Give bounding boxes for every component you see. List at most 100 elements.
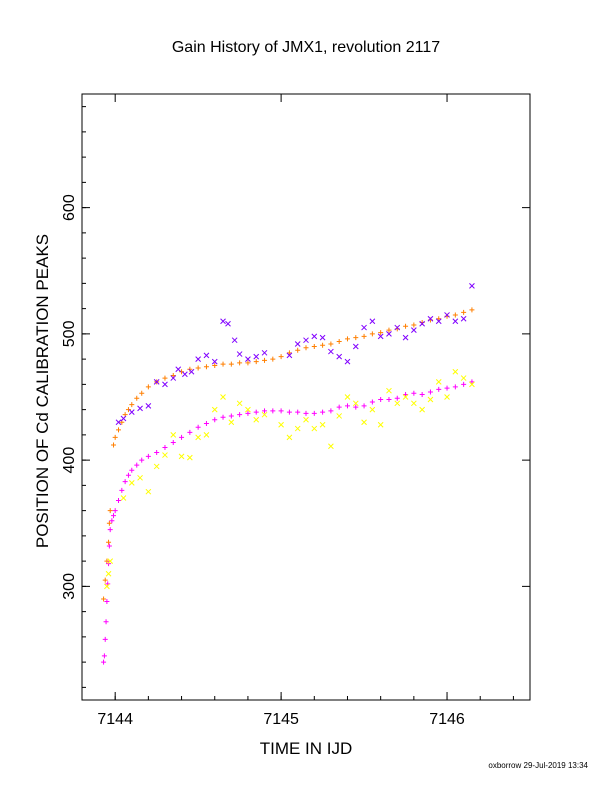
series-2 xyxy=(115,283,475,426)
data-point xyxy=(101,596,107,602)
data-point xyxy=(452,384,458,390)
data-point xyxy=(278,421,284,428)
data-point xyxy=(261,349,268,356)
footer-timestamp: oxborrow 29-Jul-2019 13:34 xyxy=(488,761,588,770)
data-point xyxy=(461,309,467,315)
data-point xyxy=(286,409,292,415)
data-point xyxy=(203,432,210,438)
data-point xyxy=(353,404,359,410)
data-point xyxy=(328,348,334,355)
data-point xyxy=(427,396,434,403)
data-point xyxy=(103,619,109,625)
data-point xyxy=(162,445,168,450)
data-point xyxy=(444,394,450,400)
data-point xyxy=(225,320,231,327)
data-point xyxy=(469,381,475,388)
data-point xyxy=(377,421,384,428)
data-point xyxy=(107,508,113,514)
data-point xyxy=(154,450,160,456)
data-point xyxy=(228,413,234,419)
data-point xyxy=(102,577,108,583)
data-point xyxy=(120,495,127,501)
data-point xyxy=(344,394,351,400)
data-point xyxy=(111,442,117,448)
data-point xyxy=(270,408,276,414)
series-1 xyxy=(101,379,475,665)
data-point xyxy=(253,409,259,415)
data-point xyxy=(104,599,110,605)
data-point xyxy=(245,360,251,366)
data-point xyxy=(106,561,112,567)
data-point xyxy=(262,408,268,414)
chart-title: Gain History of JMX1, revolution 2117 xyxy=(172,39,440,56)
data-point xyxy=(128,479,135,486)
data-point xyxy=(153,463,160,470)
series-0 xyxy=(101,307,475,602)
data-point xyxy=(328,341,334,347)
data-point xyxy=(139,457,145,463)
y-tick-label: 400 xyxy=(61,447,78,474)
data-point xyxy=(461,381,467,387)
data-point xyxy=(402,394,409,400)
y-tick-label: 600 xyxy=(61,194,78,221)
data-point xyxy=(419,320,426,327)
data-point xyxy=(336,338,342,344)
data-point xyxy=(410,400,417,407)
data-point xyxy=(436,386,442,392)
data-point xyxy=(162,375,168,381)
data-point xyxy=(170,373,176,379)
data-point xyxy=(444,312,450,318)
data-point xyxy=(410,327,417,333)
data-point xyxy=(261,411,268,418)
data-point xyxy=(452,368,459,375)
data-point xyxy=(369,318,376,325)
data-point xyxy=(303,410,309,416)
data-point xyxy=(145,453,151,459)
data-point xyxy=(129,402,135,408)
data-point xyxy=(311,344,317,349)
data-point xyxy=(153,378,160,385)
plot-frame xyxy=(81,93,531,701)
data-point xyxy=(112,434,118,440)
data-point xyxy=(411,390,417,396)
data-point xyxy=(303,416,309,423)
data-point xyxy=(187,429,193,435)
data-point xyxy=(179,369,185,375)
data-point xyxy=(311,410,317,416)
data-point xyxy=(187,366,193,372)
data-point xyxy=(435,318,442,325)
data-point xyxy=(182,371,188,378)
data-point xyxy=(115,419,122,426)
data-point xyxy=(469,379,475,385)
data-point xyxy=(278,408,284,414)
data-point xyxy=(116,498,122,504)
data-point xyxy=(128,409,135,416)
data-point xyxy=(452,318,459,325)
data-point xyxy=(137,405,143,412)
data-point xyxy=(237,360,243,366)
data-point xyxy=(220,361,226,367)
data-point xyxy=(139,390,145,396)
data-point xyxy=(203,364,209,370)
data-point xyxy=(328,408,334,414)
data-point xyxy=(419,406,426,413)
data-point xyxy=(336,353,343,360)
data-point xyxy=(295,409,301,415)
data-point xyxy=(361,403,367,409)
data-point xyxy=(109,518,115,524)
x-tick-label: 7145 xyxy=(263,711,299,728)
data-point xyxy=(320,342,326,348)
data-point xyxy=(245,356,251,362)
data-point xyxy=(178,453,185,460)
data-point xyxy=(311,333,318,340)
data-point xyxy=(104,558,110,564)
data-point xyxy=(320,409,326,415)
data-point xyxy=(262,357,268,363)
data-point xyxy=(319,421,326,428)
data-point xyxy=(106,543,112,549)
data-point xyxy=(179,434,185,440)
data-point xyxy=(452,312,458,318)
data-point xyxy=(444,385,450,391)
data-point xyxy=(427,389,433,395)
